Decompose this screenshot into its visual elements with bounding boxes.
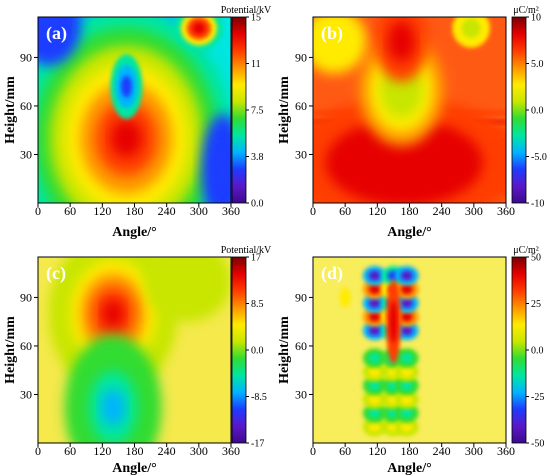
y-tick-label: 60 <box>20 339 32 353</box>
x-axis-title: Angle/° <box>387 461 432 476</box>
colorbar: Potential/kV -17 -8.5 0.0 8.5 17 <box>221 245 272 450</box>
x-tick-label: 60 <box>64 444 76 458</box>
heatmap-area <box>38 17 231 203</box>
colorbar-tick-label: 11 <box>251 59 261 70</box>
x-tick-label: 180 <box>126 444 144 458</box>
x-tick-label: 240 <box>158 204 176 218</box>
panel-a: (a) 0 60 120 180 240 300 360 30 60 90 Angle/° Height… <box>3 5 272 240</box>
colorbar-tick-label: 0.0 <box>531 106 544 117</box>
y-tick-label: 90 <box>20 50 32 64</box>
colorbar-tick-label: 10 <box>531 13 541 24</box>
x-tick-label: 360 <box>222 444 240 458</box>
colorbar-tick-label: 3.8 <box>251 152 264 163</box>
y-tick-label: 30 <box>295 387 307 401</box>
y-axis-title: Height/mm <box>3 76 18 144</box>
colorbar-tick-label: -17 <box>251 439 264 450</box>
x-tick-label: 0 <box>310 204 316 218</box>
colorbar-tick-label: 15 <box>251 13 261 24</box>
colorbar: Potential/kV 0.0 3.8 7.5 11 15 <box>221 5 272 210</box>
panel-tag: (d) <box>321 263 343 284</box>
colorbar-tick-label: 25 <box>531 299 541 310</box>
x-tick-label: 60 <box>339 204 351 218</box>
y-axis-title: Height/mm <box>277 76 292 144</box>
panel-tag: (a) <box>46 23 67 44</box>
y-tick-label: 30 <box>295 147 307 161</box>
colorbar-tick-label: 0.0 <box>251 199 264 210</box>
x-axis-title: Angle/° <box>112 461 157 476</box>
heatmap-area <box>313 257 506 443</box>
colorbar-tick-label: -50 <box>531 439 544 450</box>
x-tick-label: 120 <box>93 444 111 458</box>
colorbar-tick-label: -10 <box>531 199 544 210</box>
x-tick-label: 120 <box>368 204 386 218</box>
x-tick-label: 120 <box>368 444 386 458</box>
colorbar-title: μC/m² <box>513 5 539 16</box>
x-tick-label: 300 <box>465 444 483 458</box>
colorbar-title: Potential/kV <box>221 245 272 256</box>
x-axis-title: Angle/° <box>387 225 432 240</box>
heatmap-area <box>38 257 231 443</box>
colorbar-tick-label: 17 <box>251 253 261 264</box>
colorbar: μC/m² -10 -5.0 0.0 5.0 10 <box>511 5 547 210</box>
x-tick-label: 0 <box>35 204 41 218</box>
colorbar: μC/m² -50 -25 0.0 25 50 <box>511 245 544 450</box>
x-tick-label: 60 <box>64 204 76 218</box>
colorbar-tick-label: 0.0 <box>251 346 264 357</box>
x-tick-label: 180 <box>126 204 144 218</box>
panel-b: (b) 0 60 120 180 240 300 360 30 60 90 Angle/° Height… <box>277 5 547 240</box>
y-tick-label: 90 <box>295 50 307 64</box>
panel-tag: (c) <box>46 263 66 284</box>
x-tick-label: 300 <box>465 204 483 218</box>
x-tick-label: 60 <box>339 444 351 458</box>
colorbar-tick-label: -25 <box>531 392 544 403</box>
y-axis-title: Height/mm <box>277 316 292 384</box>
x-axis-title: Angle/° <box>112 225 157 240</box>
x-tick-label: 360 <box>222 204 240 218</box>
y-tick-label: 60 <box>295 99 307 113</box>
colorbar-title: Potential/kV <box>221 5 272 16</box>
colorbar-tick-label: 7.5 <box>251 106 264 117</box>
colorbar-tick-label: -5.0 <box>531 152 547 163</box>
y-tick-label: 30 <box>20 147 32 161</box>
x-tick-label: 300 <box>190 444 208 458</box>
y-tick-label: 90 <box>295 290 307 304</box>
colorbar-tick-label: -8.5 <box>251 392 267 403</box>
x-tick-label: 360 <box>497 204 515 218</box>
x-tick-label: 0 <box>310 444 316 458</box>
panel-tag: (b) <box>321 23 343 44</box>
colorbar-title: μC/m² <box>513 245 539 256</box>
x-tick-label: 180 <box>401 444 419 458</box>
panel-c: (c) 0 60 120 180 240 300 360 30 60 90 Angle/° Height… <box>3 245 272 476</box>
x-tick-label: 180 <box>401 204 419 218</box>
x-tick-label: 0 <box>35 444 41 458</box>
y-axis-title: Height/mm <box>3 316 18 384</box>
x-tick-label: 300 <box>190 204 208 218</box>
x-tick-label: 240 <box>433 204 451 218</box>
x-tick-label: 120 <box>93 204 111 218</box>
x-tick-label: 240 <box>158 444 176 458</box>
y-tick-label: 90 <box>20 290 32 304</box>
panel-d: (d) 0 60 120 180 240 300 360 30 60 90 Angle/° Height… <box>277 245 544 476</box>
colorbar-tick-label: 0.0 <box>531 346 544 357</box>
heatmap-area <box>313 17 506 203</box>
y-tick-label: 60 <box>295 339 307 353</box>
x-tick-label: 360 <box>497 444 515 458</box>
colorbar-tick-label: 8.5 <box>251 299 264 310</box>
y-tick-label: 30 <box>20 387 32 401</box>
x-tick-label: 240 <box>433 444 451 458</box>
colorbar-tick-label: 50 <box>531 253 541 264</box>
y-tick-label: 60 <box>20 99 32 113</box>
colorbar-tick-label: 5.0 <box>531 59 544 70</box>
